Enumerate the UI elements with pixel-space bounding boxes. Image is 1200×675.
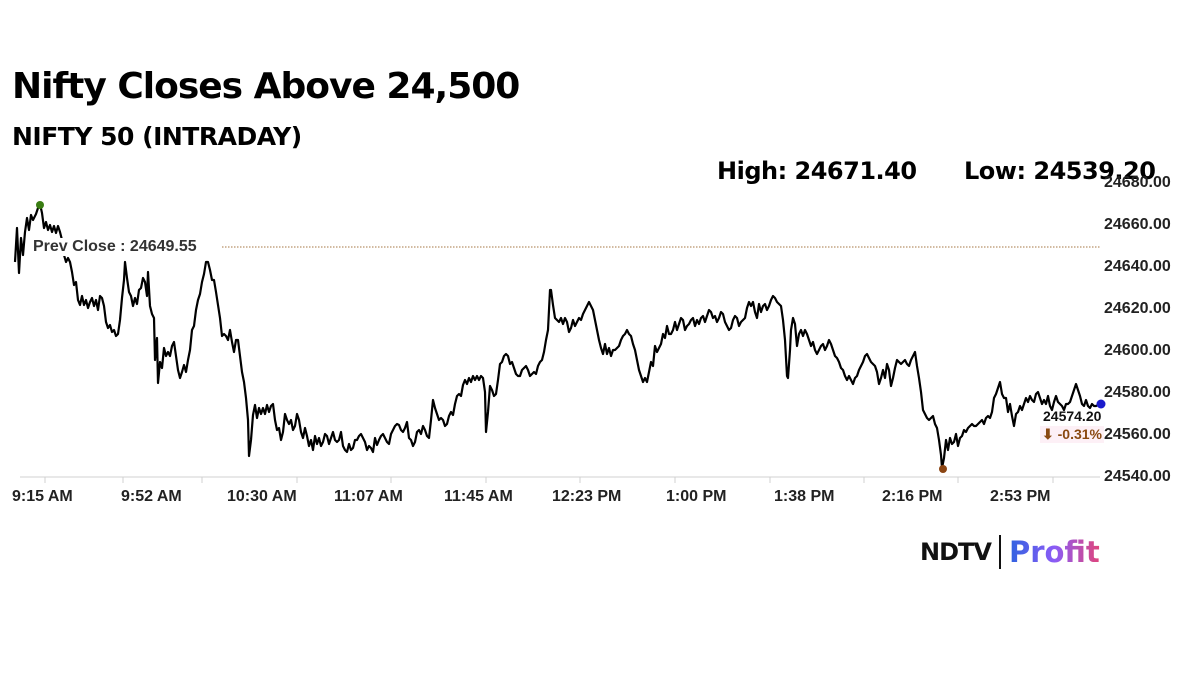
x-tick-label: 1:38 PM (774, 488, 835, 505)
logo-ndtv-text: NDTV (920, 538, 992, 566)
x-tick-label: 11:45 AM (444, 488, 513, 505)
y-tick-label: 24580.00 (1104, 384, 1171, 401)
x-tick-label: 11:07 AM (334, 488, 403, 505)
last-value-label: 24574.20 (1043, 408, 1102, 424)
x-tick-label: 1:00 PM (666, 488, 727, 505)
x-tick-label: 9:15 AM (12, 488, 73, 505)
y-tick-label: 24560.00 (1104, 426, 1171, 443)
high-marker (36, 201, 44, 209)
x-tick-label: 10:30 AM (227, 488, 297, 505)
y-tick-label: 24540.00 (1104, 468, 1171, 485)
chart-title: Nifty Closes Above 24,500 (12, 66, 520, 107)
x-tick-label: 2:16 PM (882, 488, 943, 505)
y-tick-label: 24640.00 (1104, 258, 1171, 275)
low-value: Low: 24539.20 (964, 157, 1156, 185)
price-line (13, 202, 1102, 470)
y-tick-label: 24620.00 (1104, 300, 1171, 317)
high-value: High: 24671.40 (717, 157, 917, 185)
low-marker (939, 465, 947, 473)
x-tick-label: 12:23 PM (552, 488, 622, 505)
x-tick-label: 2:53 PM (990, 488, 1051, 505)
x-tick-label: 9:52 AM (121, 488, 182, 505)
ndtv-profit-logo: NDTV Profit (920, 535, 1100, 569)
logo-profit-text: Profit (1008, 535, 1100, 569)
y-tick-label: 24680.00 (1104, 174, 1171, 191)
last-marker (1096, 399, 1106, 409)
prev-close-label: Prev Close : 24649.55 (31, 238, 199, 256)
y-tick-label: 24660.00 (1104, 216, 1171, 233)
change-percent-label: ⬇ -0.31% (1040, 426, 1104, 443)
x-axis-ticks (44, 477, 1054, 483)
chart-subtitle: NIFTY 50 (INTRADAY) (12, 122, 302, 151)
y-tick-label: 24600.00 (1104, 342, 1171, 359)
logo-divider (998, 535, 1001, 569)
